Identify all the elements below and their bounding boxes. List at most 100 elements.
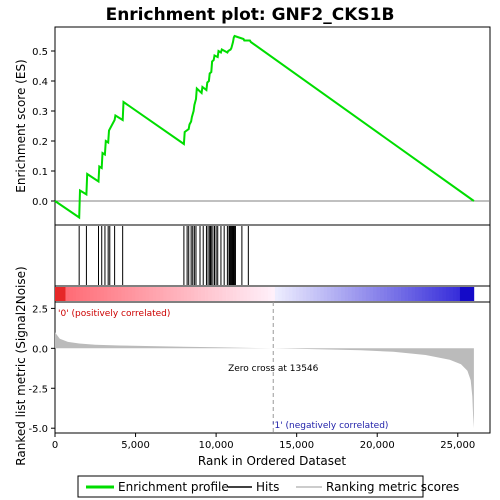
- ranking-bar-segments: [55, 287, 475, 301]
- ranking-bar-segment: [229, 287, 234, 301]
- x-tick-label: 0: [52, 440, 58, 451]
- ranking-bar-segment: [208, 287, 213, 301]
- ranking-bar-segment: [121, 287, 126, 301]
- x-tick-label: 10,000: [199, 440, 234, 451]
- legend-enrichment-label: Enrichment profile: [118, 480, 229, 494]
- ranking-bar-segment: [253, 287, 258, 301]
- ranking-bar-segment: [407, 287, 412, 301]
- metric-y-axis-label: Ranked list metric (Signal2Noise): [14, 266, 28, 465]
- ranking-bar-segment: [362, 287, 366, 301]
- ranking-bar-segment: [435, 287, 440, 301]
- chart-title: Enrichment plot: GNF2_CKS1B: [106, 5, 395, 25]
- ranking-bar-segment: [240, 287, 244, 301]
- es-tick-label: 0.3: [32, 107, 48, 118]
- ranking-bar-segment: [173, 287, 178, 301]
- ranking-bar-segment: [243, 287, 248, 301]
- ranking-bar-segment: [82, 287, 87, 301]
- ranking-bar-segment: [58, 287, 63, 301]
- metric-tick-label: 2.5: [32, 304, 48, 315]
- x-tick-label: 25,000: [440, 440, 475, 451]
- ranking-bar-segment: [236, 287, 241, 301]
- ranking-bar-segment: [404, 287, 408, 301]
- ranking-bar-segment: [411, 287, 415, 301]
- ranking-bar-segment: [393, 287, 398, 301]
- ranking-bar-segment: [379, 287, 384, 301]
- ranking-bar-segment: [75, 287, 80, 301]
- zero-cross-label: Zero cross at 13546: [228, 364, 319, 374]
- ranking-bar-segment: [334, 287, 339, 301]
- ranking-bar-segment: [365, 287, 370, 301]
- ranking-bar-segment: [390, 287, 394, 301]
- ranking-bar-segment: [79, 287, 84, 301]
- ranking-bar-segment: [145, 287, 150, 301]
- ranking-bar-segment: [470, 287, 475, 301]
- ranking-bar-segment: [72, 287, 77, 301]
- ranking-bar-segment: [201, 287, 206, 301]
- ranking-bar-segment: [138, 287, 143, 301]
- ranking-bar-segment: [177, 287, 181, 301]
- ranking-bar-segment: [107, 287, 112, 301]
- ranking-bar-segment: [260, 287, 265, 301]
- ranking-bar-segment: [61, 287, 66, 301]
- ranking-bar-segment: [376, 287, 380, 301]
- ranking-bar-segment: [306, 287, 311, 301]
- x-axis-ticks: 0 5,000 10,000 15,000 20,000 25,000: [52, 433, 475, 451]
- es-tick-label: 0.1: [32, 167, 48, 178]
- ranking-bar-segment: [166, 287, 171, 301]
- negative-correlation-label: '1' (negatively correlated): [272, 421, 388, 431]
- ranking-bar-segment: [369, 287, 373, 301]
- legend: Enrichment profile Hits Ranking metric s…: [77, 475, 459, 498]
- es-y-ticks: 0.0 0.1 0.2 0.3 0.4 0.5: [32, 47, 55, 208]
- ranking-bar-segment: [341, 287, 346, 301]
- ranking-bar-segment: [445, 287, 450, 301]
- hit-lines: [78, 226, 249, 285]
- hits-panel: [54, 224, 491, 287]
- ranking-bar-segment: [93, 287, 98, 301]
- ranking-bar-segment: [55, 287, 59, 301]
- ranking-bar-segment: [355, 287, 359, 301]
- ranking-bar-segment: [400, 287, 405, 301]
- ranking-bar-segment: [96, 287, 101, 301]
- ranking-bar-segment: [250, 287, 255, 301]
- ranking-bar-segment: [233, 287, 237, 301]
- positive-correlation-label: '0' (positively correlated): [58, 309, 170, 319]
- ranking-bar-segment: [302, 287, 307, 301]
- ranking-bar-segment: [222, 287, 227, 301]
- ranking-bar-segment: [117, 287, 122, 301]
- ranking-bar-segment: [288, 287, 293, 301]
- ranking-bar-segment: [124, 287, 129, 301]
- metric-panel-frame: [54, 301, 491, 434]
- x-tick-label: 15,000: [279, 440, 314, 451]
- ranking-bar-segment: [65, 287, 70, 301]
- es-tick-label: 0.5: [32, 47, 48, 58]
- ranking-bar-segment: [205, 287, 209, 301]
- ranking-bar-segment: [267, 287, 272, 301]
- metric-panel: 2.5 0.0 -2.5 -5.0 '0' (positively correlate…: [14, 266, 491, 466]
- ranking-bar-segment: [149, 287, 154, 301]
- metric-tick-label: -5.0: [28, 424, 48, 435]
- ranking-bar-segment: [212, 287, 216, 301]
- ranking-bar-segment: [351, 287, 356, 301]
- ranking-bar-segment: [438, 287, 443, 301]
- ranking-bar-segment: [327, 287, 332, 301]
- ranking-bar-segment: [142, 287, 147, 301]
- x-tick-label: 20,000: [360, 440, 395, 451]
- ranking-bar-segment: [128, 287, 133, 301]
- ranking-bar-segment: [184, 287, 188, 301]
- ranking-bar-segment: [219, 287, 223, 301]
- es-tick-label: 0.0: [32, 197, 48, 208]
- ranking-bar-segment: [191, 287, 195, 301]
- x-tick-label: 5,000: [121, 440, 150, 451]
- ranking-bar-segment: [459, 287, 464, 301]
- ranking-bar-segment: [159, 287, 164, 301]
- ranking-bar-segment: [86, 287, 91, 301]
- ranking-bar-segment: [278, 287, 283, 301]
- legend-metric-label: Ranking metric scores: [326, 480, 459, 494]
- ranking-bar-segment: [456, 287, 461, 301]
- ranking-bar-segment: [309, 287, 314, 301]
- ranking-bar-segment: [432, 287, 436, 301]
- ranking-bar-segment: [337, 287, 342, 301]
- ranking-bar-segment: [170, 287, 174, 301]
- ranking-bar-segment: [425, 287, 429, 301]
